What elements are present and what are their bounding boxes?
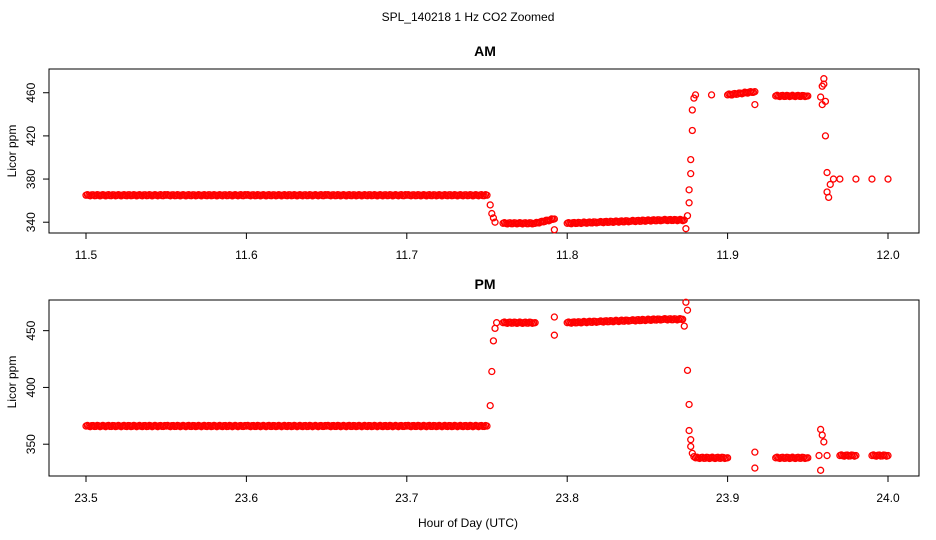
pm-trace-point bbox=[719, 453, 728, 462]
pm-x-tick-label: 23.7 bbox=[395, 491, 419, 505]
pm-data-point bbox=[815, 451, 823, 460]
pm-data-point bbox=[818, 431, 826, 439]
figure-title: SPL_140218 1 Hz CO2 Zoomed bbox=[382, 10, 555, 24]
pm-data-point bbox=[852, 451, 860, 460]
pm-data-point bbox=[488, 367, 496, 376]
pm-data-point bbox=[679, 315, 687, 323]
am-y-tick-label: 380 bbox=[24, 169, 38, 189]
pm-data-point bbox=[884, 451, 892, 460]
pm-x-tick-label: 23.5 bbox=[74, 491, 98, 505]
am-data-point bbox=[683, 212, 692, 220]
am-data-point bbox=[685, 186, 693, 194]
am-data-point bbox=[868, 175, 876, 183]
am-data-point bbox=[550, 226, 559, 234]
pm-data-point bbox=[685, 426, 693, 435]
am-data-point bbox=[483, 191, 491, 199]
pm-y-axis-label: Licor ppm bbox=[5, 356, 19, 409]
am-data-point bbox=[884, 175, 892, 183]
pm-axes: 23.5 23.6 23.7 23.8 23.9 24.0 350 400 450 bbox=[24, 320, 900, 505]
am-data-point bbox=[682, 225, 690, 233]
am-data-point bbox=[826, 180, 834, 189]
pm-data-point bbox=[751, 464, 759, 472]
pm-data-point bbox=[816, 466, 825, 474]
am-data-point bbox=[825, 193, 833, 202]
am-data-point bbox=[804, 92, 812, 100]
pm-y-tick-label: 350 bbox=[24, 434, 38, 454]
am-data-point bbox=[816, 93, 825, 101]
pm-data-point bbox=[492, 319, 501, 327]
am-y-tick-label: 460 bbox=[24, 82, 38, 102]
am-data-point bbox=[550, 215, 559, 223]
pm-data-point bbox=[751, 448, 759, 456]
am-panel: AM Licor ppm 11.5 11.6 11.7 11.8 11.9 12.0 340… bbox=[5, 43, 920, 262]
pm-data-point bbox=[550, 331, 559, 339]
am-x-tick-label: 11.8 bbox=[556, 248, 579, 262]
x-axis-label: Hour of Day (UTC) bbox=[418, 516, 518, 530]
am-x-tick-label: 11.6 bbox=[235, 248, 258, 262]
am-data-point bbox=[823, 168, 831, 177]
am-data-point bbox=[491, 218, 499, 226]
am-data-point bbox=[687, 155, 695, 164]
pm-x-tick-label: 24.0 bbox=[876, 491, 900, 505]
pm-x-tick-label: 23.8 bbox=[556, 491, 580, 505]
pm-y-tick-label: 400 bbox=[24, 377, 38, 397]
am-data-point bbox=[829, 175, 838, 183]
pm-trace-point bbox=[480, 422, 488, 431]
am-y-tick-label: 340 bbox=[24, 212, 38, 232]
pm-x-tick-label: 23.9 bbox=[716, 491, 740, 505]
am-points bbox=[82, 75, 892, 234]
am-data-point bbox=[691, 91, 700, 99]
am-data-point bbox=[688, 106, 696, 114]
am-data-point bbox=[852, 175, 860, 183]
am-data-point bbox=[707, 91, 716, 99]
am-data-point bbox=[751, 88, 759, 96]
am-x-tick-label: 11.7 bbox=[396, 248, 419, 262]
pm-points bbox=[82, 298, 892, 474]
pm-panel-title: PM bbox=[475, 276, 496, 292]
am-trace-point bbox=[480, 192, 488, 200]
am-axes: 11.5 11.6 11.7 11.8 11.9 12.0 340 380 420 460 bbox=[24, 82, 900, 262]
am-data-point bbox=[836, 175, 844, 183]
pm-data-point bbox=[531, 319, 539, 327]
am-x-tick-label: 11.5 bbox=[75, 248, 98, 262]
pm-data-point bbox=[683, 366, 692, 375]
pm-data-point bbox=[687, 442, 695, 451]
am-panel-title: AM bbox=[474, 43, 496, 59]
pm-data-point bbox=[489, 337, 498, 345]
am-data-point bbox=[687, 170, 695, 178]
am-data-point bbox=[688, 126, 696, 135]
pm-data-point bbox=[804, 454, 812, 462]
am-data-point bbox=[488, 209, 496, 218]
pm-x-tick-label: 23.6 bbox=[235, 491, 259, 505]
am-y-axis-label: Licor ppm bbox=[5, 125, 19, 178]
am-data-point bbox=[486, 201, 494, 209]
pm-panel: PM Licor ppm 23.5 23.6 23.7 23.8 23.9 24.0 350… bbox=[5, 276, 920, 505]
pm-plot-frame bbox=[48, 299, 920, 477]
pm-data-point bbox=[823, 451, 831, 460]
pm-data-point bbox=[550, 313, 559, 321]
pm-data-point bbox=[680, 322, 688, 330]
am-y-tick-label: 420 bbox=[24, 126, 38, 146]
pm-data-point bbox=[483, 422, 491, 430]
pm-data-point bbox=[682, 298, 690, 306]
pm-data-point bbox=[685, 400, 693, 409]
am-data-point bbox=[821, 97, 830, 106]
am-data-point bbox=[820, 80, 828, 88]
pm-data-point bbox=[723, 454, 732, 462]
am-data-point bbox=[489, 214, 498, 222]
am-data-point bbox=[751, 100, 759, 109]
am-data-point bbox=[685, 199, 693, 207]
am-x-tick-label: 12.0 bbox=[876, 248, 900, 262]
pm-y-tick-label: 450 bbox=[24, 320, 38, 340]
pm-data-point bbox=[820, 438, 828, 446]
pm-trace-point bbox=[799, 453, 808, 462]
am-x-tick-label: 11.9 bbox=[716, 248, 739, 262]
pm-data-point bbox=[687, 436, 695, 444]
pm-data-point bbox=[486, 401, 494, 410]
pm-trace-point bbox=[527, 318, 535, 326]
pm-data-point bbox=[683, 306, 692, 314]
am-data-point bbox=[821, 132, 830, 140]
